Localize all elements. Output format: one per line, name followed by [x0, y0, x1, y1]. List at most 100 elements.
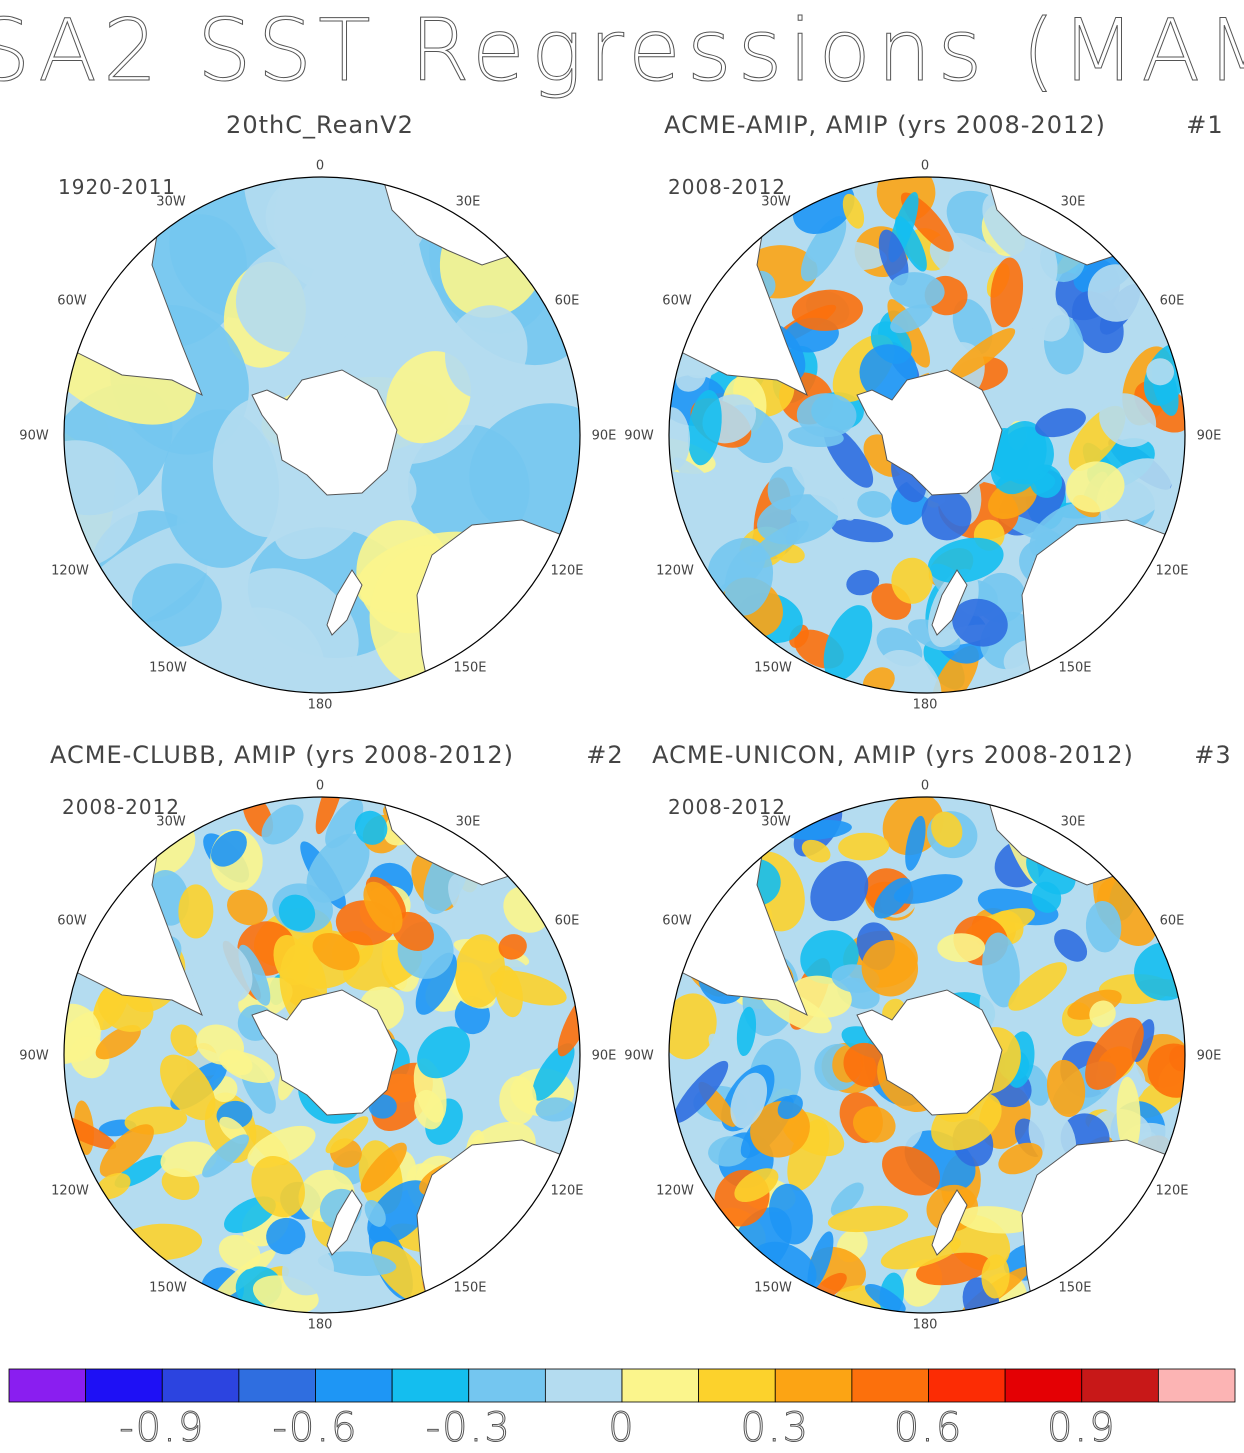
- field-blob: [789, 975, 852, 1018]
- colorbar-box: [1157, 1368, 1236, 1403]
- field-blob: [274, 177, 437, 294]
- antarctica: [856, 989, 1003, 1116]
- longitude-label: 60W: [662, 914, 692, 929]
- field-blob: [557, 990, 580, 1057]
- field-blob: [1008, 962, 1068, 1011]
- field-blob: [982, 932, 1020, 1008]
- field-blob: [730, 1072, 768, 1129]
- field-blob: [796, 393, 857, 438]
- new-zealand: [931, 1189, 968, 1256]
- field-blob: [990, 421, 1047, 495]
- field-blob: [532, 1043, 575, 1101]
- field-blob: [99, 1124, 154, 1178]
- field-blob: [842, 193, 865, 229]
- field-blob: [210, 830, 247, 867]
- longitude-label: 30E: [456, 815, 481, 830]
- field-blob: [1031, 303, 1070, 342]
- field-blob: [315, 797, 346, 835]
- field-blob: [981, 1254, 1010, 1299]
- longitude-label: 60E: [555, 294, 580, 309]
- field-blob: [325, 799, 364, 849]
- field-blob: [228, 568, 359, 684]
- longitude-label: 0: [921, 159, 929, 174]
- longitude-label: 90W: [19, 429, 49, 444]
- colorbar-box: [621, 1368, 700, 1403]
- longitude-label: 90W: [624, 1049, 654, 1064]
- field-blob: [1085, 901, 1122, 953]
- colorbar-box: [85, 1368, 163, 1403]
- longitude-label: 90W: [624, 429, 654, 444]
- period-label: 2008-2012: [668, 175, 786, 199]
- field-blob: [535, 1097, 576, 1122]
- longitude-label: 60E: [1160, 914, 1185, 929]
- field-blob: [251, 1156, 305, 1218]
- field-blob: [160, 1141, 218, 1178]
- longitude-label: 30W: [761, 195, 791, 210]
- period-label: 2008-2012: [62, 795, 180, 819]
- map-field: [669, 177, 1185, 693]
- field-blob: [810, 860, 869, 922]
- field-blob: [861, 940, 919, 997]
- longitude-label: 180: [913, 698, 938, 713]
- longitude-label: 180: [913, 1318, 938, 1333]
- panel-title: ACME-AMIP, AMIP (yrs 2008-2012): [664, 111, 1106, 139]
- antarctica: [856, 369, 1003, 496]
- field-blob: [178, 884, 214, 939]
- longitude-label: 120E: [550, 1184, 583, 1199]
- panel-title: 20thC_ReanV2: [226, 111, 414, 139]
- colorbar-label: -0.9: [119, 1405, 205, 1449]
- field-blob: [857, 491, 892, 518]
- field-blob: [364, 1199, 386, 1227]
- field-blob: [372, 1241, 432, 1304]
- field-blob: [281, 1245, 334, 1296]
- field-blob: [893, 874, 963, 904]
- longitude-label: 120W: [51, 564, 89, 579]
- period-label: 1920-2011: [58, 175, 176, 199]
- longitude-label: 0: [921, 779, 929, 794]
- colorbar-box: [8, 1368, 87, 1403]
- field-blob: [937, 933, 986, 963]
- field-blob: [823, 605, 873, 682]
- field-blob: [469, 403, 580, 538]
- field-blob: [417, 1026, 470, 1079]
- field-blob: [1035, 408, 1086, 438]
- field-blob: [901, 1102, 925, 1149]
- field-blob: [675, 363, 706, 392]
- field-blob: [367, 1180, 433, 1244]
- field-blob: [708, 1136, 751, 1167]
- field-blob: [312, 933, 360, 971]
- field-blob: [724, 545, 774, 616]
- field-blob: [889, 272, 945, 309]
- longitude-label: 90E: [592, 1049, 617, 1064]
- field-blob: [170, 1024, 199, 1057]
- colorbar-label: -0.3: [426, 1405, 512, 1449]
- field-blob: [874, 650, 942, 693]
- longitude-label: 150W: [754, 1281, 792, 1296]
- field-blob: [669, 407, 691, 472]
- longitude-label: 30E: [1061, 195, 1086, 210]
- field-blob: [498, 934, 527, 960]
- colorbar-box: [544, 1368, 623, 1403]
- field-blob: [669, 993, 717, 1060]
- longitude-label: 90W: [19, 1049, 49, 1064]
- colorbar-label: 0: [608, 1405, 635, 1449]
- field-blob: [317, 1251, 397, 1276]
- field-blob: [448, 872, 488, 923]
- field-blob: [873, 877, 912, 919]
- map-outline: [668, 176, 1186, 694]
- longitude-label: 30W: [156, 815, 186, 830]
- longitude-label: 120E: [1155, 564, 1188, 579]
- panel-tag: #3: [1194, 741, 1231, 769]
- field-blob: [325, 1116, 369, 1154]
- map-field: [64, 797, 580, 1313]
- colorbar-box: [468, 1368, 546, 1403]
- field-blob: [1046, 1059, 1086, 1117]
- australia: [1021, 519, 1185, 693]
- field-blob: [830, 1182, 864, 1217]
- field-blob: [956, 1206, 1034, 1234]
- colorbar-box: [1081, 1368, 1159, 1403]
- longitude-label: 150E: [1058, 661, 1091, 676]
- colorbar-box: [238, 1368, 316, 1403]
- longitude-label: 90E: [1197, 429, 1222, 444]
